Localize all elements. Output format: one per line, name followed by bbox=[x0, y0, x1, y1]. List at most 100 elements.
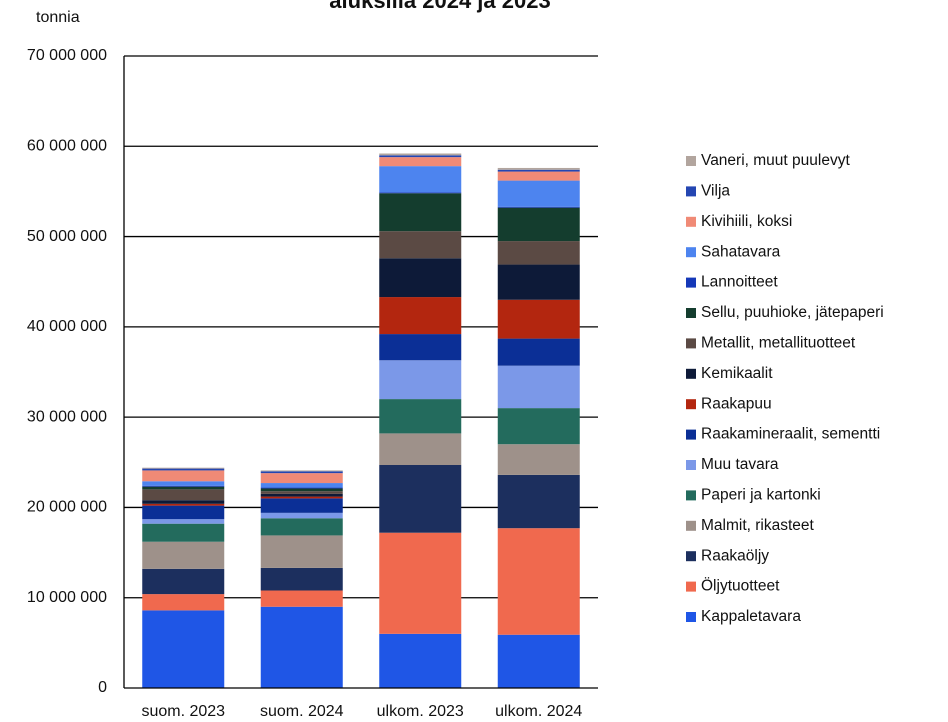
bar-segment bbox=[497, 444, 580, 475]
y-tick-label: 50 000 000 bbox=[27, 228, 107, 245]
legend-label: Vaneri, muut puulevyt bbox=[701, 152, 850, 169]
bar-segment bbox=[379, 258, 462, 298]
legend-label: Raakaöljy bbox=[701, 547, 769, 564]
axes bbox=[123, 56, 598, 689]
y-tick-labels: 0 10 000 000 20 000 000 30 000 000 40 000 00… bbox=[27, 47, 107, 696]
legend-swatch bbox=[686, 429, 696, 440]
bar-segment bbox=[379, 157, 462, 167]
bar-segment bbox=[497, 264, 580, 300]
bar-segment bbox=[260, 535, 343, 568]
bar-segment bbox=[379, 532, 462, 634]
bar-segment bbox=[260, 606, 343, 688]
bar-segment bbox=[497, 167, 580, 170]
legend-label: Kivihiili, koksi bbox=[701, 213, 792, 230]
legend-swatch bbox=[686, 216, 696, 227]
legend-swatch bbox=[686, 308, 696, 318]
bar-segment bbox=[497, 365, 580, 409]
legend-label: Paperi ja kartonki bbox=[701, 486, 821, 503]
y-tick-label: 40 000 000 bbox=[27, 318, 107, 335]
legend-label: Lannoitteet bbox=[701, 274, 778, 291]
legend-swatch bbox=[686, 186, 696, 197]
bar-segment bbox=[260, 483, 343, 488]
bar-segment bbox=[260, 487, 343, 489]
bar-segment bbox=[260, 491, 343, 494]
chart-title: aluksilla 2024 ja 2023 bbox=[329, 0, 550, 13]
bar-segment bbox=[497, 207, 580, 242]
y-tick-label: 60 000 000 bbox=[27, 138, 107, 155]
bar-segment bbox=[260, 567, 343, 591]
bar-segment bbox=[379, 153, 462, 156]
bar-segment bbox=[379, 231, 462, 259]
legend-swatch bbox=[686, 338, 696, 349]
bar-segment bbox=[142, 467, 225, 469]
legend-swatch bbox=[686, 368, 696, 379]
bar-segment bbox=[497, 634, 580, 688]
bar-segment bbox=[379, 166, 462, 193]
bar-segment bbox=[497, 299, 580, 339]
x-tick-label: suom. 2024 bbox=[260, 703, 344, 720]
bar-segment bbox=[497, 180, 580, 207]
bar-segment bbox=[379, 399, 462, 434]
bar-segment bbox=[497, 169, 580, 172]
x-tick-label: ulkom. 2023 bbox=[377, 703, 464, 720]
legend-swatch bbox=[686, 277, 696, 288]
bar-segment bbox=[379, 464, 462, 533]
bar-segment bbox=[260, 512, 343, 519]
y-tick-label: 70 000 000 bbox=[27, 47, 107, 64]
bar-segment bbox=[260, 498, 343, 513]
bar-segment bbox=[142, 500, 225, 504]
bar-segment bbox=[379, 193, 462, 232]
legend-swatch bbox=[686, 612, 696, 622]
bar-segment bbox=[260, 470, 343, 472]
legend-label: Raakapuu bbox=[701, 395, 772, 412]
bar-segment bbox=[142, 481, 225, 486]
bar-segment bbox=[142, 610, 225, 688]
x-tick-labels: suom. 2023 suom. 2024 ulkom. 2023 ulkom. 20… bbox=[141, 703, 582, 720]
legend-label: Metallit, metallituotteet bbox=[701, 334, 856, 351]
bar-segment bbox=[379, 297, 462, 335]
bar-segment bbox=[260, 493, 343, 497]
legend-label: Sahatavara bbox=[701, 243, 781, 260]
bar-segment bbox=[260, 471, 343, 474]
legend-label: Raakamineraalit, sementti bbox=[701, 426, 880, 443]
bar-segment bbox=[142, 503, 225, 506]
y-tick-label: 30 000 000 bbox=[27, 408, 107, 425]
bar-segment bbox=[497, 408, 580, 445]
bar-segment bbox=[142, 519, 225, 524]
bar-segment bbox=[142, 468, 225, 471]
y-tick-label: 0 bbox=[98, 679, 107, 696]
bar-segment bbox=[379, 633, 462, 688]
legend-swatch bbox=[686, 520, 696, 531]
bar-segment bbox=[142, 505, 225, 520]
bar-segment bbox=[497, 338, 580, 366]
bar-segment bbox=[497, 474, 580, 529]
bar-segment bbox=[497, 528, 580, 635]
legend-label: Malmit, rikasteet bbox=[701, 517, 815, 534]
x-tick-label: ulkom. 2024 bbox=[495, 703, 582, 720]
y-tick-label: 10 000 000 bbox=[27, 589, 107, 606]
legend-label: Kemikaalit bbox=[701, 365, 773, 382]
bar-segment bbox=[142, 485, 225, 487]
legend-label: Öljytuotteet bbox=[701, 577, 780, 595]
bar-segment bbox=[260, 496, 343, 499]
bar-segment bbox=[142, 489, 225, 501]
bar-segment bbox=[379, 192, 462, 194]
bar-segment bbox=[497, 171, 580, 181]
bar-segment bbox=[379, 360, 462, 400]
legend-swatch bbox=[686, 156, 696, 166]
legend-swatch bbox=[686, 551, 696, 562]
bar-segment bbox=[260, 488, 343, 492]
legend-swatch bbox=[686, 490, 696, 501]
bar-segment bbox=[142, 568, 225, 595]
legend-swatch bbox=[686, 460, 696, 470]
legend-label: Kappaletavara bbox=[701, 608, 801, 625]
bar-segment bbox=[379, 334, 462, 361]
bar-segment bbox=[142, 470, 225, 482]
legend-swatch bbox=[686, 247, 696, 258]
legend-label: Sellu, puuhioke, jätepaperi bbox=[701, 304, 884, 321]
bar-segment bbox=[260, 518, 343, 536]
y-tick-label: 20 000 000 bbox=[27, 499, 107, 516]
x-tick-label: suom. 2023 bbox=[141, 703, 225, 720]
bar-segment bbox=[260, 473, 343, 484]
